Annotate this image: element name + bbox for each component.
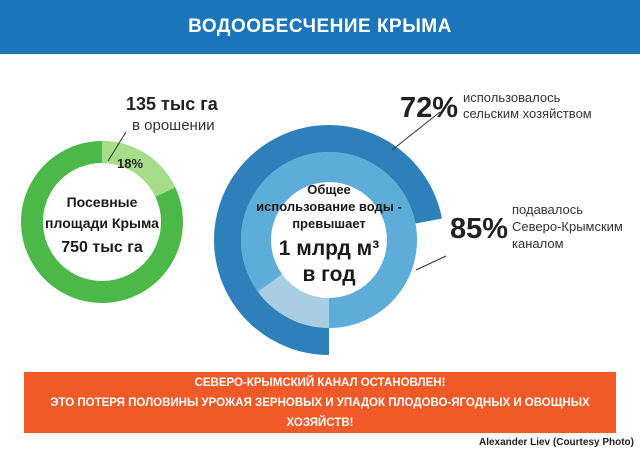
inner-ring-text-2: Северо-Крымским xyxy=(512,219,623,234)
right-center-line-4: 1 млрд м³ xyxy=(279,237,379,260)
left-donut-chart: 18% 135 тыс га в орошении Посевные площа… xyxy=(21,94,219,303)
right-center-line-1: Общее xyxy=(307,182,351,197)
left-callout-line xyxy=(107,131,127,162)
left-callout-value: 135 тыс га xyxy=(126,94,219,114)
page-title: ВОДООБЕСЧЕНИЕ КРЫМА xyxy=(188,16,452,37)
charts-area: 18% 135 тыс га в орошении Посевные площа… xyxy=(21,90,623,355)
outer-ring-percent: 72% xyxy=(400,92,458,124)
right-callout-line-1 xyxy=(391,111,441,151)
inner-ring-percent: 85% xyxy=(450,213,508,245)
left-callout-text: в орошении xyxy=(132,117,215,134)
banner-line-2: ЭТО ПОТЕРЯ ПОЛОВИНЫ УРОЖАЯ ЗЕРНОВЫХ И УП… xyxy=(50,396,590,429)
header-bar: ВОДООБЕСЧЕНИЕ КРЫМА xyxy=(0,0,640,54)
right-callout-line-2 xyxy=(415,255,447,271)
alert-banner: СЕВЕРО-КРЫМСКИЙ КАНАЛ ОСТАНОВЛЕН! ЭТО ПО… xyxy=(24,372,616,433)
outer-ring-text-1: использовалось xyxy=(463,90,561,105)
banner-line-1: СЕВЕРО-КРЫМСКИЙ КАНАЛ ОСТАНОВЛЕН! xyxy=(194,376,446,389)
outer-ring-text-2: сельским хозяйством xyxy=(463,106,592,121)
inner-ring-text-1: подавалось xyxy=(512,202,583,217)
left-donut-slice-irrigated xyxy=(101,141,176,198)
outer-ring-slice-agriculture xyxy=(214,125,442,355)
right-donut-chart: 72% использовалось сельским хозяйством 8… xyxy=(214,90,623,355)
left-slice-label: 18% xyxy=(117,156,143,171)
inner-ring-slice-canal xyxy=(241,152,417,328)
inner-ring-text-3: каналом xyxy=(512,236,564,251)
right-center-line-3: превышает xyxy=(292,216,366,231)
left-center-line-2: площади Крыма xyxy=(45,215,159,231)
right-center-line-5: в год xyxy=(302,263,355,286)
photo-credit: Alexander Liev (Courtesy Photo) xyxy=(478,437,634,448)
left-center-line-3: 750 тыс га xyxy=(61,239,143,256)
left-center-line-1: Посевные xyxy=(67,194,138,210)
right-center-line-2: использование воды - xyxy=(256,199,402,214)
